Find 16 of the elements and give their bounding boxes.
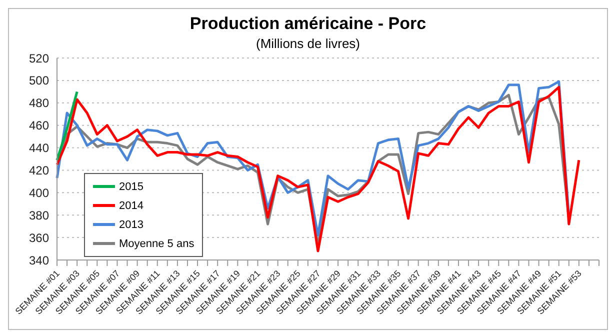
y-tick-label: 400 (28, 186, 50, 200)
y-tick-label: 440 (28, 141, 50, 156)
y-tick-label: 460 (28, 118, 50, 133)
y-tick-label: 360 (28, 230, 50, 245)
legend-label: Moyenne 5 ans (119, 238, 194, 250)
chart-subtitle: (Millions de livres) (254, 36, 362, 51)
chart-title: Production américaine - Porc (188, 14, 428, 34)
y-tick-label: 520 (28, 51, 50, 66)
legend-label: 2013 (119, 218, 144, 230)
y-tick-label: 500 (28, 74, 50, 88)
y-tick-label: 380 (28, 208, 50, 222)
y-tick-label: 480 (28, 96, 50, 110)
legend-label: 2014 (119, 200, 144, 212)
y-tick-label: 340 (28, 253, 50, 268)
y-tick-label: 420 (28, 163, 50, 178)
legend-label: 2015 (119, 180, 144, 192)
